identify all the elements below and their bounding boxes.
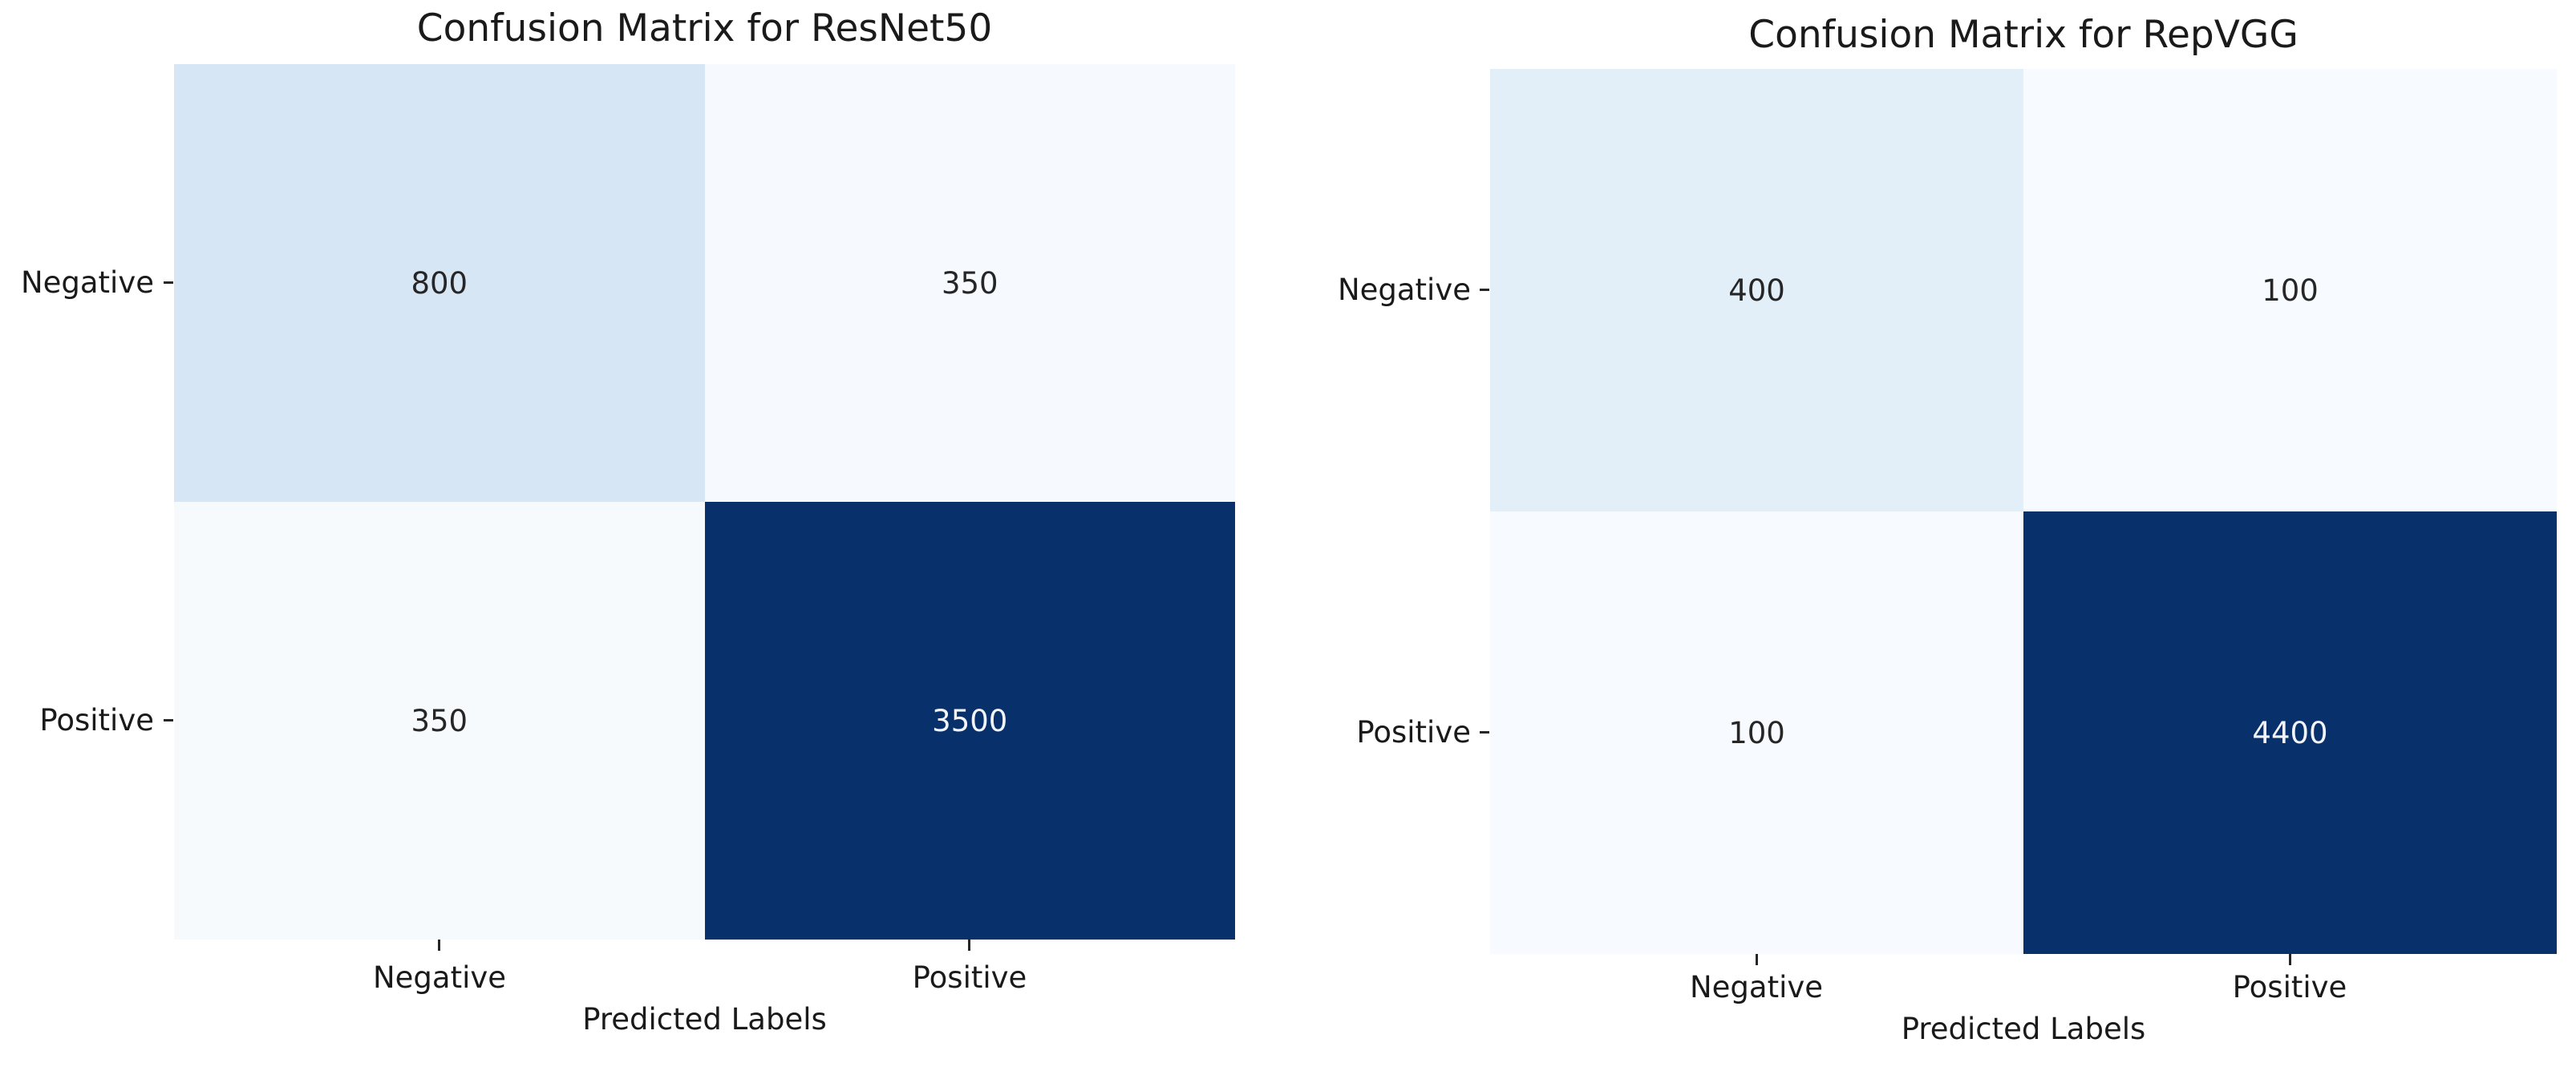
- y-tick-mark: [164, 281, 173, 284]
- heatmap-cell: 400: [1490, 69, 2023, 511]
- heatmap-cell: 100: [1490, 511, 2023, 954]
- heatmap-matrix: 800 350 350 3500: [174, 64, 1235, 940]
- x-tick-label: Positive: [912, 960, 1027, 995]
- figure-title: Confusion Matrix for RepVGG: [1748, 13, 2299, 57]
- y-tick-label: Negative: [1337, 273, 1471, 307]
- y-tick-label: Positive: [1356, 715, 1471, 750]
- figure-title: Confusion Matrix for ResNet50: [416, 6, 993, 51]
- heatmap-cell: 350: [704, 64, 1235, 502]
- y-tick-label: Positive: [39, 703, 154, 738]
- x-tick-label: Negative: [1689, 970, 1824, 1004]
- y-tick-mark: [1480, 289, 1489, 291]
- heatmap-cell: 350: [174, 502, 705, 940]
- heatmap-cell: 100: [2023, 69, 2557, 511]
- x-tick-label: Negative: [372, 960, 507, 995]
- x-axis-title: Predicted Labels: [1901, 1012, 2146, 1046]
- x-tick-mark: [438, 940, 440, 951]
- heatmap-cell: 3500: [704, 502, 1235, 940]
- y-tick-mark: [164, 719, 173, 721]
- x-tick-mark: [968, 940, 970, 951]
- heatmap-matrix: 400 100 100 4400: [1490, 69, 2557, 954]
- heatmap-cell: 800: [174, 64, 705, 502]
- y-tick-mark: [1480, 731, 1489, 734]
- y-tick-label: Negative: [20, 265, 154, 300]
- x-tick-label: Positive: [2232, 970, 2347, 1004]
- x-tick-mark: [1756, 954, 1758, 965]
- x-axis-title: Predicted Labels: [582, 1002, 827, 1037]
- heatmap-cell: 4400: [2023, 511, 2557, 954]
- x-tick-mark: [2289, 954, 2291, 965]
